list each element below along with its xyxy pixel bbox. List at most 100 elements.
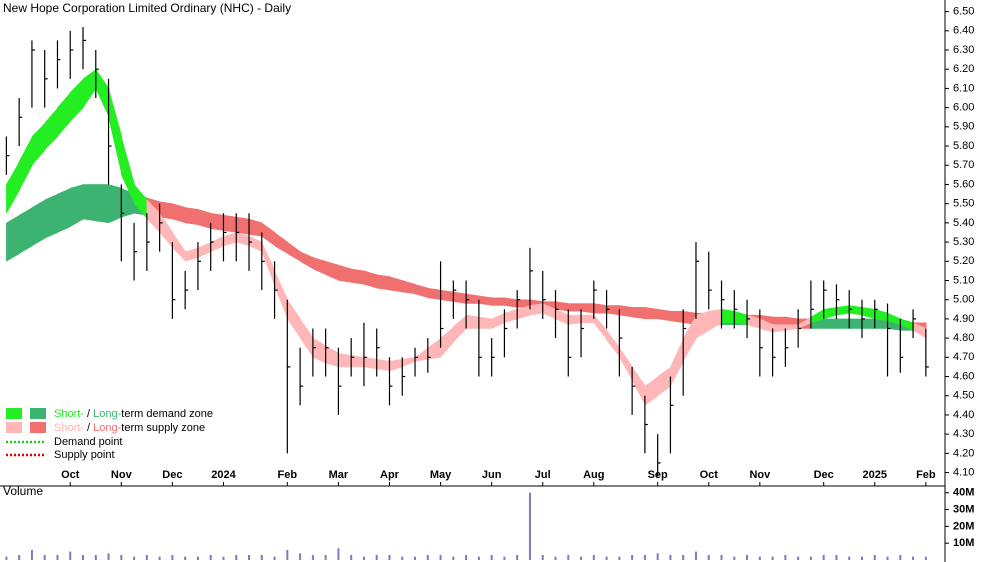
volume-bar (414, 556, 417, 560)
legend-text: Short- / Long-term demand zone (54, 408, 213, 420)
y-tick-label: 4.20 (953, 447, 974, 459)
volume-bar (477, 556, 480, 560)
long-zone (31, 199, 46, 247)
y-tick-label: 5.90 (953, 121, 974, 133)
legend: Short- / Long-term demand zone Short- / … (3, 404, 215, 462)
volume-bar (669, 554, 672, 560)
x-tick-label: Dec (162, 469, 182, 481)
volume-bar (133, 556, 136, 560)
volume-bar (362, 556, 365, 560)
volume-bar (337, 548, 340, 560)
volume-bar (43, 554, 46, 560)
volume-bar (260, 554, 263, 560)
short-zone (44, 106, 59, 151)
volume-bar (784, 554, 787, 560)
legend-sep: / (87, 422, 91, 434)
legend-text: Short- / Long-term supply zone (54, 422, 205, 434)
volume-bar (18, 554, 21, 560)
volume-bar (158, 556, 161, 560)
y-tick-label: 4.60 (953, 370, 974, 382)
long-zone (619, 305, 633, 318)
short-zone (69, 78, 84, 122)
legend-text: Demand point (54, 436, 123, 448)
volume-bar (643, 554, 646, 560)
y-tick-label: 4.70 (953, 351, 974, 363)
x-tick-label: Feb (916, 469, 936, 481)
legend-swatch (30, 408, 46, 419)
legend-swatch (6, 422, 22, 433)
short-zone (376, 358, 391, 372)
y-tick-label: 5.80 (953, 140, 974, 152)
short-zone (440, 326, 455, 358)
volume-title: Volume (3, 484, 43, 498)
volume-bar (873, 554, 876, 560)
volume-bar (758, 556, 761, 560)
volume-bar (184, 556, 187, 560)
volume-bar (605, 556, 608, 560)
volume-bar (618, 556, 621, 560)
zones (6, 68, 927, 406)
short-zone (848, 305, 863, 316)
x-tick-label: Oct (61, 469, 80, 481)
legend-rest: term supply zone (121, 422, 205, 434)
volume-bar (69, 551, 72, 560)
long-zone (453, 291, 467, 304)
y-tick-label: 30M (953, 503, 974, 515)
y-tick-label: 6.00 (953, 102, 974, 114)
long-zone (465, 293, 480, 304)
volume-bar (631, 554, 634, 560)
y-tick-label: 4.90 (953, 313, 974, 325)
long-zone (95, 184, 110, 224)
volume-bar (5, 556, 8, 560)
short-zone (6, 160, 20, 215)
long-zone (236, 216, 250, 235)
legend-long: Long- (93, 422, 121, 434)
y-tick-label: 5.40 (953, 217, 974, 229)
x-tick-label: 2025 (863, 469, 887, 481)
short-zone (478, 316, 493, 329)
volume-bar (30, 549, 33, 560)
x-tick-label: Dec (814, 469, 834, 481)
x-tick-label: Nov (749, 469, 771, 481)
volume-bar (82, 554, 85, 560)
volume-bar (554, 556, 557, 560)
volume-bar (541, 554, 544, 560)
short-zone (580, 314, 595, 323)
volume-bar (809, 556, 812, 560)
volume-bar (733, 556, 736, 560)
legend-sep: / (87, 408, 91, 420)
volume-bar (324, 554, 327, 560)
long-zone (836, 318, 850, 329)
legend-swatch (30, 422, 46, 433)
volume-bar (286, 549, 289, 560)
x-tick-label: Mar (329, 469, 349, 481)
long-zone (376, 274, 391, 291)
y-tick-label: 4.50 (953, 390, 974, 402)
long-zone (440, 289, 455, 302)
short-zone (57, 91, 71, 138)
volume-bar (694, 551, 697, 560)
volume-bar (222, 556, 225, 560)
volume-bar (835, 554, 838, 560)
volume-bar (567, 554, 570, 560)
volume-bar (912, 556, 915, 560)
y-tick-label: 6.10 (953, 82, 974, 94)
long-zone (478, 295, 493, 306)
volume-bar (388, 554, 391, 560)
short-zone (18, 136, 33, 191)
volume-bar (401, 556, 404, 560)
volume-bar (375, 554, 378, 560)
y-tick-label: 5.00 (953, 294, 974, 306)
y-tick-label: 40M (953, 487, 974, 499)
volume-bar (656, 553, 659, 560)
long-zone (606, 305, 621, 316)
volume-bar (580, 556, 583, 560)
volume-bar (503, 556, 506, 560)
long-zone (427, 287, 442, 300)
short-zone (529, 303, 544, 316)
volume-bar (235, 554, 238, 560)
volume-bar (592, 554, 595, 560)
volume-bar (452, 556, 455, 560)
y-tick-label: 6.40 (953, 25, 974, 37)
